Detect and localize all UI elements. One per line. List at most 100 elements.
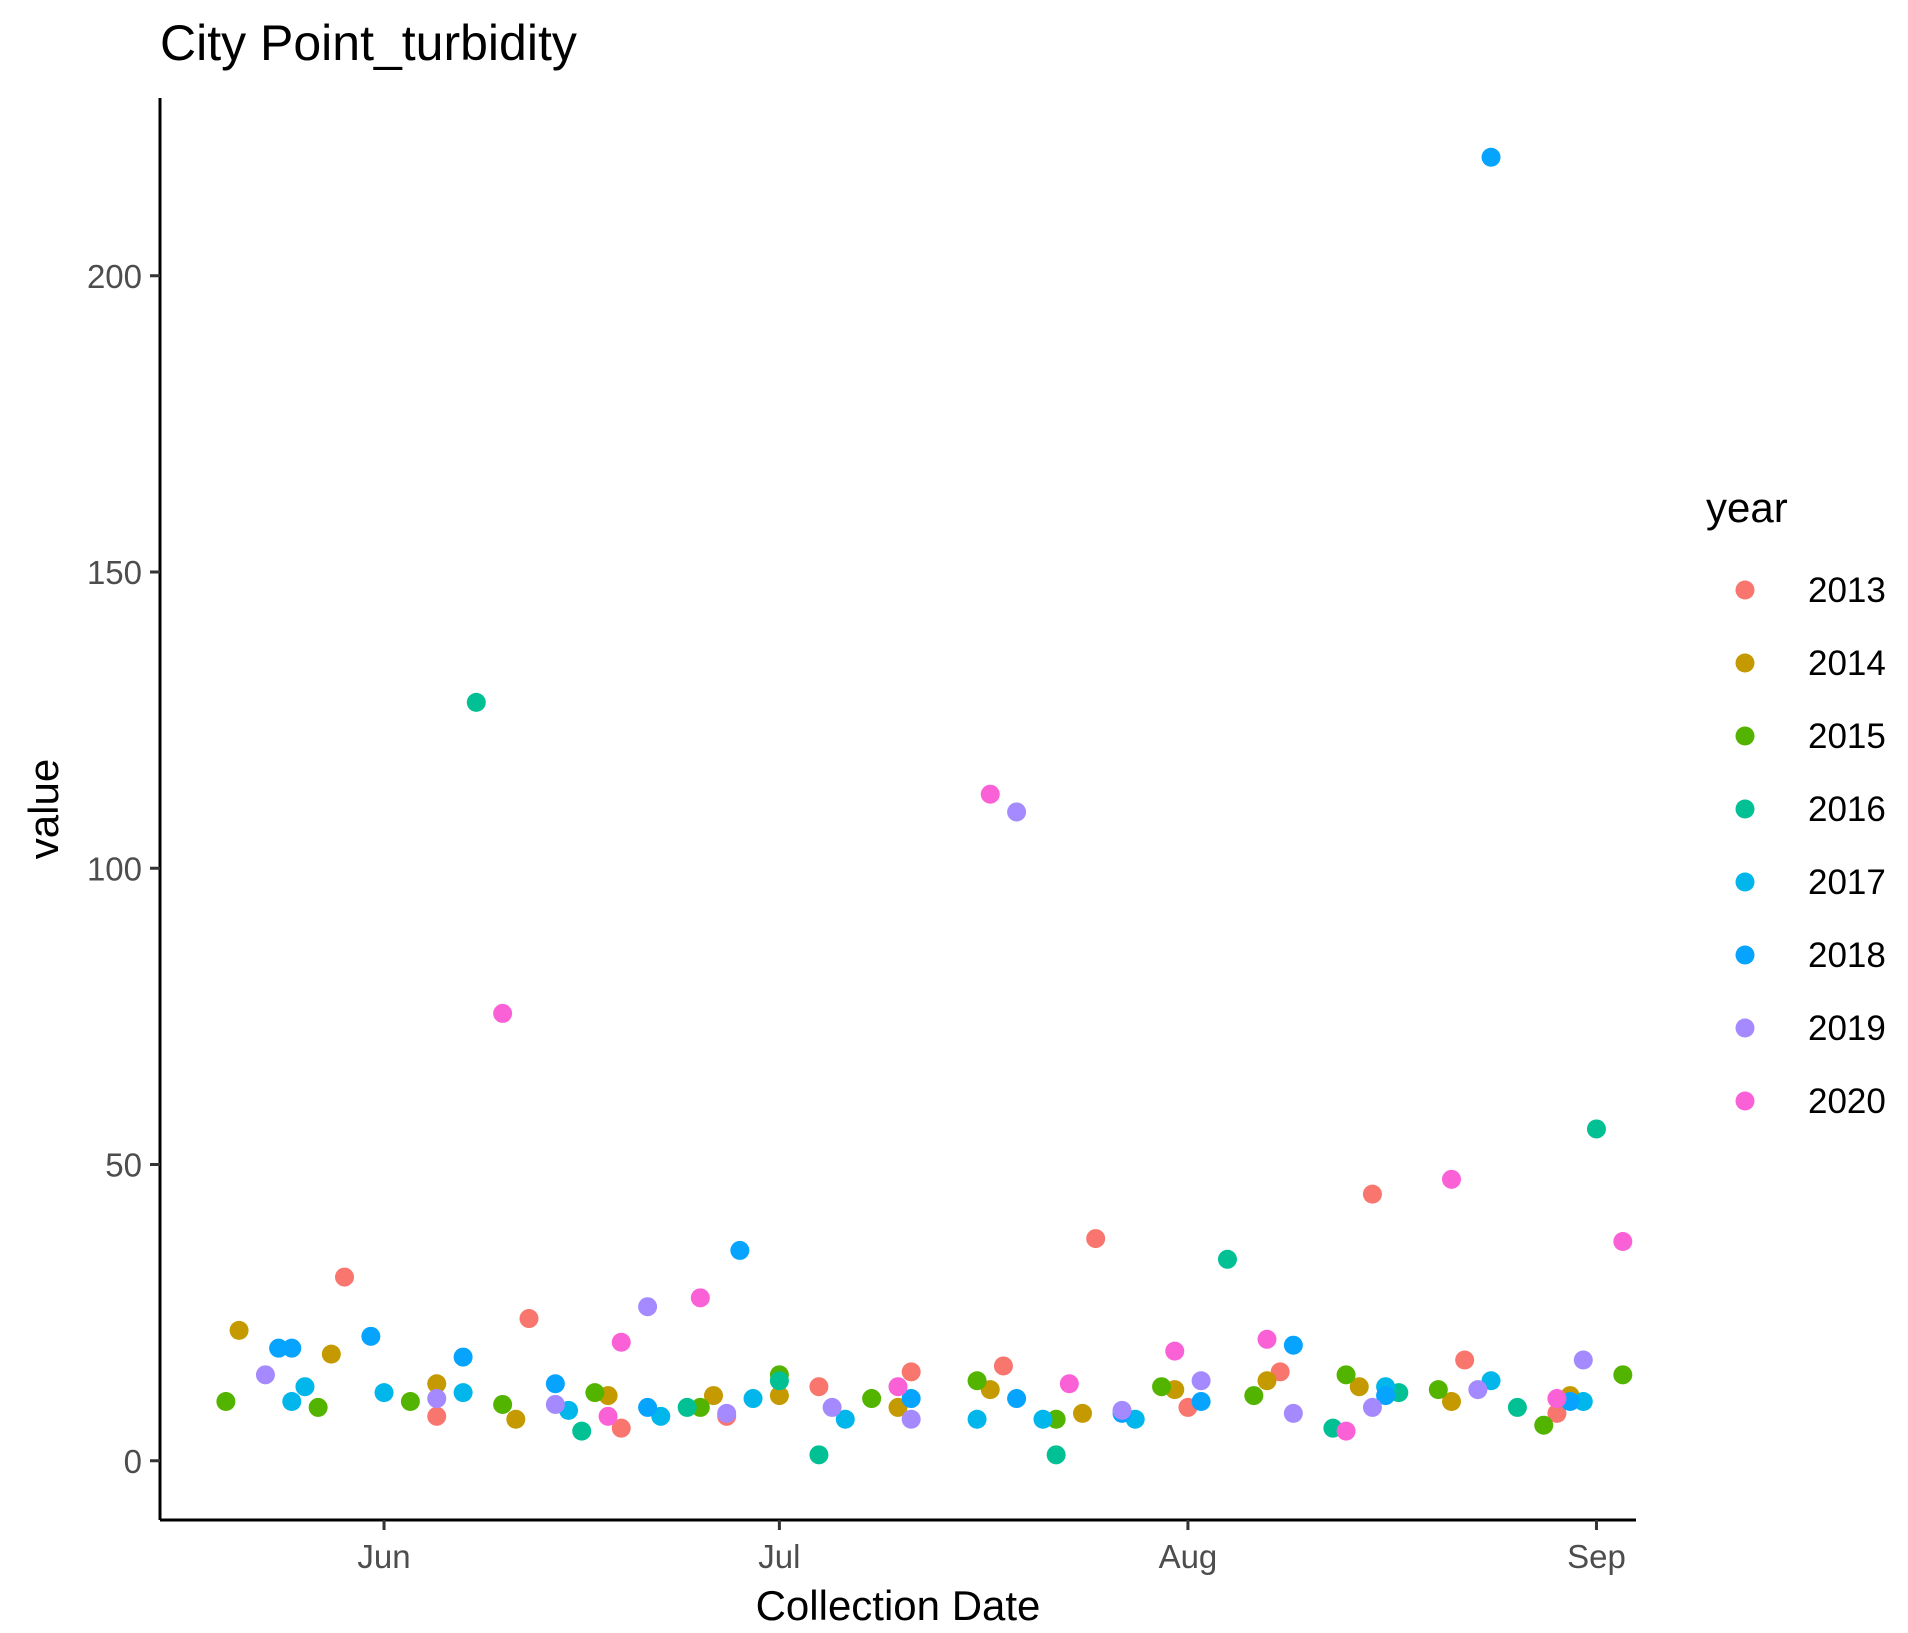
point-2017 [1573, 1392, 1593, 1411]
legend-label-2013: 2013 [1808, 571, 1886, 610]
point-2018 [730, 1240, 750, 1260]
x-tick-label: Sep [1567, 1538, 1626, 1575]
point-2020 [1257, 1329, 1277, 1349]
legend-label-2019: 2019 [1808, 1009, 1886, 1048]
legend-key-2017 [1735, 872, 1755, 892]
legend-label-2016: 2016 [1808, 790, 1886, 829]
point-2020 [1547, 1389, 1567, 1409]
y-axis-title: value [20, 759, 67, 859]
y-tick-label: 50 [105, 1147, 142, 1184]
point-2020 [888, 1377, 908, 1397]
point-2020 [1442, 1169, 1461, 1189]
point-2014 [506, 1409, 526, 1429]
point-2013 [519, 1309, 539, 1329]
point-2020 [1059, 1374, 1079, 1394]
point-2013 [611, 1418, 631, 1438]
x-axis-title: Collection Date [756, 1582, 1041, 1629]
point-2015 [1428, 1380, 1448, 1400]
point-2017 [374, 1383, 394, 1403]
legend-key-2013 [1735, 580, 1755, 600]
point-2015 [1046, 1409, 1066, 1429]
x-axis-ticks: Jun Jul Aug Sep [357, 1520, 1626, 1575]
point-2020 [611, 1332, 631, 1352]
point-2020 [1613, 1232, 1633, 1252]
x-tick-label: Jul [758, 1538, 800, 1575]
legend-label-2015: 2015 [1808, 717, 1886, 756]
point-2018 [1283, 1335, 1303, 1355]
point-2013 [1455, 1350, 1475, 1370]
point-2013 [993, 1356, 1013, 1376]
point-2019 [1573, 1350, 1593, 1370]
y-axis-ticks: 0 50 100 150 200 [87, 258, 160, 1480]
point-2018 [545, 1374, 565, 1394]
point-2019 [1468, 1380, 1488, 1400]
point-2016 [1217, 1249, 1237, 1269]
point-2020 [690, 1288, 710, 1308]
point-2018 [901, 1389, 921, 1409]
legend: year 2013 2014 2015 2016 2017 2018 2019 2020 [1706, 484, 1886, 1121]
y-tick-label: 150 [87, 554, 142, 591]
point-2016 [572, 1421, 592, 1441]
point-2014 [229, 1320, 249, 1340]
point-2016 [466, 692, 486, 712]
legend-label-2020: 2020 [1808, 1082, 1886, 1121]
point-2015 [493, 1394, 513, 1414]
point-2016 [677, 1397, 697, 1417]
point-2014 [321, 1344, 341, 1364]
legend-key-2019 [1735, 1018, 1755, 1038]
point-2019 [1191, 1371, 1211, 1391]
point-2015 [967, 1371, 987, 1391]
legend-key-2014 [1735, 653, 1755, 673]
point-2017 [453, 1383, 473, 1403]
point-2019 [717, 1403, 737, 1423]
point-2014 [704, 1386, 723, 1406]
point-2017 [835, 1409, 855, 1429]
point-2013 [1362, 1184, 1382, 1204]
point-2014 [1442, 1392, 1461, 1411]
point-2015 [1534, 1415, 1554, 1435]
legend-key-2018 [1735, 945, 1755, 965]
point-2015 [1336, 1365, 1356, 1385]
point-2018 [1481, 147, 1501, 167]
point-2020 [1336, 1421, 1356, 1441]
point-2015 [308, 1397, 328, 1417]
legend-items: 2013 2014 2015 2016 2017 2018 2019 2020 [1735, 571, 1886, 1121]
point-2019 [427, 1389, 447, 1409]
point-2014 [769, 1386, 789, 1406]
point-2018 [269, 1338, 289, 1358]
legend-label-2017: 2017 [1808, 863, 1886, 902]
point-2018 [1007, 1389, 1027, 1409]
point-2013 [1086, 1229, 1106, 1249]
y-tick-label: 100 [87, 850, 142, 887]
point-2019 [822, 1397, 842, 1417]
point-2015 [862, 1389, 882, 1409]
legend-title: year [1706, 484, 1788, 531]
legend-label-2014: 2014 [1808, 644, 1886, 683]
point-2020 [1165, 1341, 1185, 1361]
point-2015 [1613, 1365, 1633, 1385]
point-2017 [295, 1377, 315, 1397]
point-2019 [1007, 802, 1027, 822]
point-2017 [282, 1392, 302, 1411]
point-2019 [638, 1297, 658, 1317]
point-2014 [1257, 1371, 1277, 1391]
point-2015 [1244, 1386, 1264, 1406]
legend-key-2020 [1735, 1091, 1755, 1111]
point-2018 [453, 1347, 473, 1367]
point-2017 [743, 1389, 763, 1409]
point-2013 [335, 1267, 354, 1287]
plot-area [216, 147, 1633, 1465]
point-2013 [809, 1377, 829, 1397]
legend-label-2018: 2018 [1808, 936, 1886, 975]
point-2015 [690, 1397, 710, 1417]
chart-title: City Point_turbidity [160, 15, 577, 71]
point-2019 [545, 1394, 565, 1414]
point-2014 [1349, 1377, 1369, 1397]
point-2018 [361, 1326, 381, 1346]
x-tick-label: Jun [357, 1538, 410, 1575]
point-2018 [638, 1397, 658, 1417]
point-2016 [769, 1371, 789, 1391]
point-2013 [427, 1406, 447, 1426]
point-2019 [901, 1409, 921, 1429]
